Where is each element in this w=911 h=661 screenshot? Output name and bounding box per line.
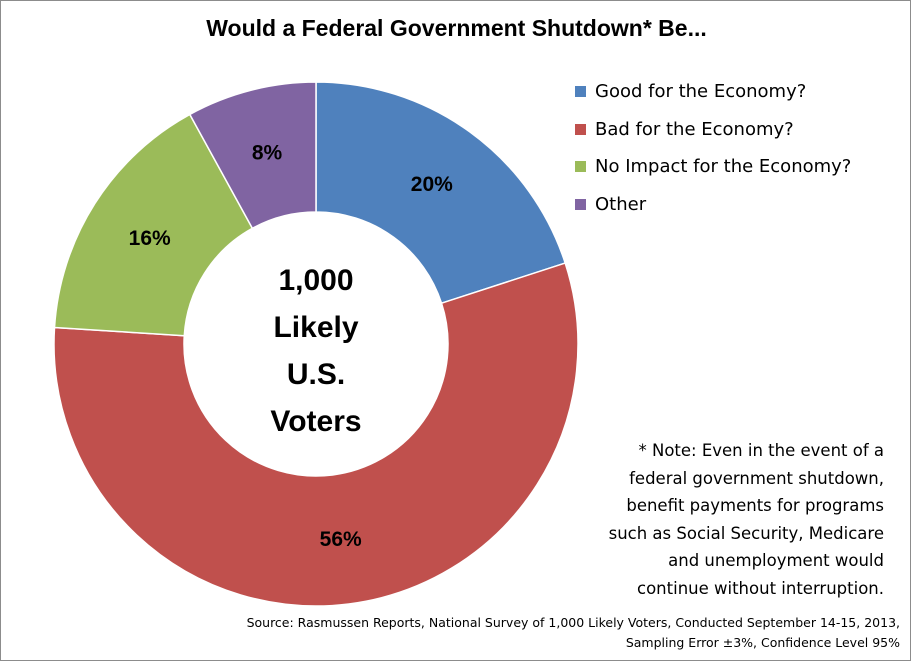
legend-swatch <box>575 123 586 135</box>
center-label-line: Likely <box>273 311 359 344</box>
data-label: 20% <box>411 173 453 196</box>
legend-label: Bad for the Economy? <box>595 118 794 140</box>
legend-swatch <box>575 198 586 210</box>
data-label: 16% <box>129 227 171 250</box>
footnote-line: benefit payments for programs <box>626 496 884 515</box>
legend-item-other: Other <box>575 186 851 224</box>
data-label: 56% <box>320 528 362 551</box>
footnote-line: * Note: Even in the event of a <box>638 441 884 460</box>
slice-good <box>315 81 567 305</box>
footnote-line: continue without interruption. <box>637 578 884 598</box>
footnote: * Note: Even in the event of a federal g… <box>564 437 884 602</box>
legend-label: No Impact for the Economy? <box>595 156 852 178</box>
legend-label: Other <box>595 193 647 215</box>
slice-other <box>188 81 317 230</box>
slice-no-impact <box>53 113 254 337</box>
legend-swatch <box>575 161 586 173</box>
legend-swatch <box>575 86 586 98</box>
legend-item-bad: Bad for the Economy? <box>575 111 851 149</box>
source-note: Source: Rasmussen Reports, National Surv… <box>180 613 900 653</box>
legend-item-no-impact: No Impact for the Economy? <box>575 148 851 186</box>
center-label-line: U.S. <box>286 358 346 391</box>
slice-bad <box>53 262 579 607</box>
legend-item-good: Good for the Economy? <box>575 73 851 111</box>
chart-title: Would a Federal Government Shutdown* Be.… <box>206 15 707 41</box>
legend-label: Good for the Economy? <box>595 81 807 103</box>
data-label: 8% <box>252 142 283 165</box>
source-line: Source: Rasmussen Reports, National Surv… <box>246 615 900 630</box>
footnote-line: federal government shutdown, <box>629 468 884 488</box>
legend: Good for the Economy? Bad for the Econom… <box>575 73 851 223</box>
source-line: Sampling Error ±3%, Confidence Level 95% <box>625 635 900 650</box>
footnote-line: such as Social Security, Medicare <box>608 523 884 543</box>
center-label: 1,000 Likely U.S. Voters <box>216 257 416 445</box>
center-label-line: Voters <box>270 405 362 438</box>
footnote-line: and unemployment would <box>668 551 884 570</box>
center-label-line: 1,000 <box>278 264 354 297</box>
